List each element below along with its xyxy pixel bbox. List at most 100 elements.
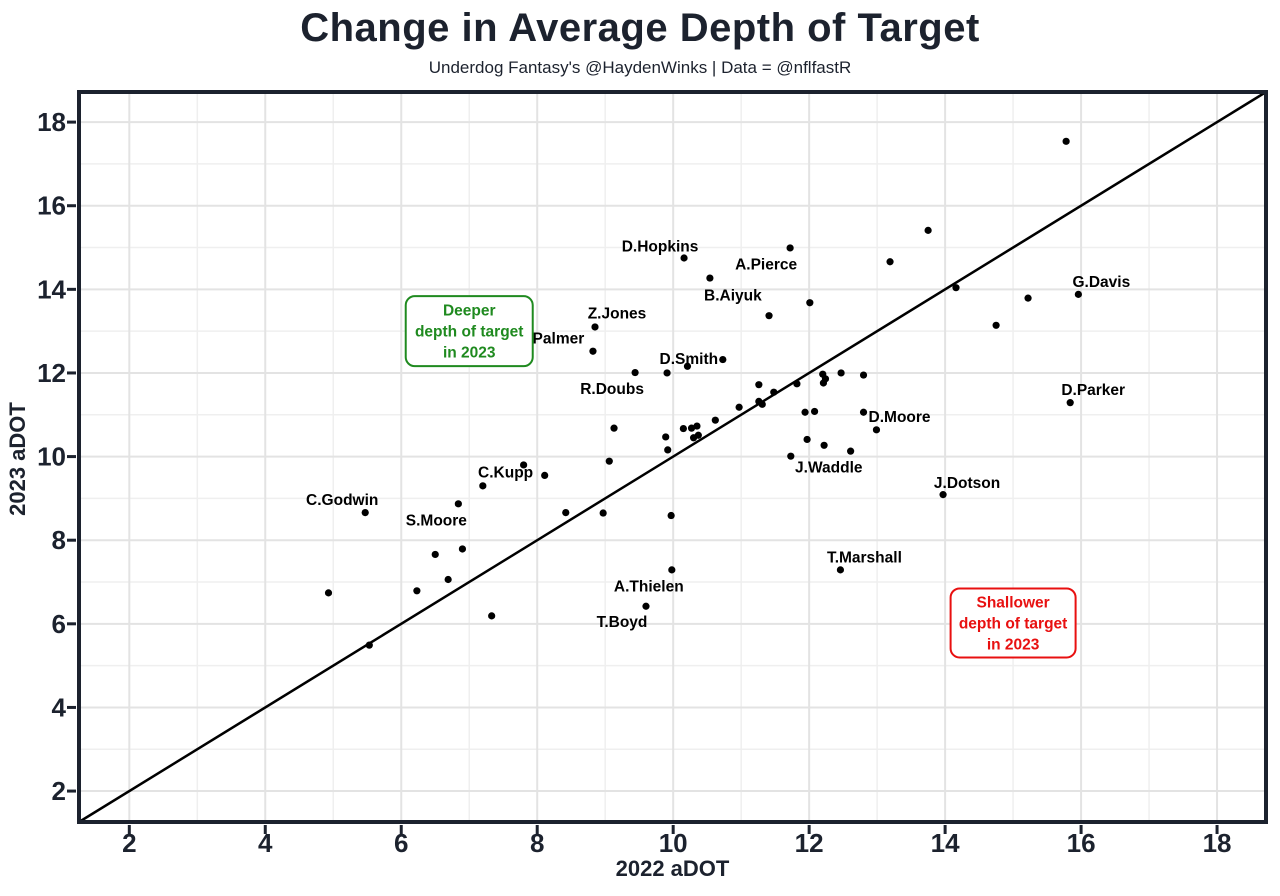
data-point xyxy=(599,509,607,517)
data-point xyxy=(1074,290,1082,298)
data-point xyxy=(694,431,702,439)
data-point xyxy=(1024,294,1032,302)
player-label: C.Kupp xyxy=(478,464,533,481)
data-point xyxy=(801,408,809,416)
data-point xyxy=(859,371,868,379)
data-point xyxy=(444,575,452,584)
y-tick-label: 8 xyxy=(52,525,66,555)
deeper-annotation-text: Deeper xyxy=(443,303,496,320)
player-label: J.Palmer xyxy=(520,331,585,348)
data-point xyxy=(952,284,960,292)
data-point xyxy=(667,511,675,520)
data-point xyxy=(683,362,692,370)
identity-line xyxy=(78,90,1267,824)
data-point xyxy=(605,457,613,465)
data-point xyxy=(365,641,373,649)
player-label: Z.Jones xyxy=(588,305,647,322)
chart-title: Change in Average Depth of Target xyxy=(300,6,980,50)
data-point xyxy=(735,403,743,411)
data-point xyxy=(413,587,421,595)
data-point xyxy=(479,482,487,490)
data-point xyxy=(706,274,714,282)
axis-ticks: 2 2 4 4 6 6 8 8 10 10 12 12 14 14 16 16 18 18 xyxy=(37,107,1231,858)
y-tick-label: 16 xyxy=(37,191,66,221)
x-tick-label: 4 xyxy=(258,828,273,858)
x-tick-label: 2 xyxy=(122,828,136,858)
x-tick-label: 12 xyxy=(795,828,824,858)
data-point xyxy=(755,381,763,389)
y-tick-label: 12 xyxy=(37,358,66,388)
data-point xyxy=(679,424,687,433)
data-point xyxy=(847,447,855,455)
shallower-annotation-text: Shallower xyxy=(976,594,1049,611)
data-point xyxy=(664,446,672,454)
y-axis-title: 2023 aDOT xyxy=(5,402,30,516)
x-axis-title: 2022 aDOT xyxy=(615,856,730,881)
data-point xyxy=(711,416,719,424)
data-point xyxy=(631,368,639,377)
data-point xyxy=(820,441,828,449)
data-point xyxy=(458,545,467,553)
player-label: D.Parker xyxy=(1061,382,1125,399)
data-point xyxy=(806,299,814,307)
data-point xyxy=(663,369,671,377)
x-tick-label: 10 xyxy=(659,828,688,858)
data-point xyxy=(787,452,795,460)
data-point xyxy=(520,461,528,469)
player-label: T.Boyd xyxy=(597,614,648,631)
player-label: R.Doubs xyxy=(580,381,644,398)
player-label: C.Godwin xyxy=(306,492,378,509)
data-point xyxy=(719,355,727,364)
scatter-points xyxy=(324,137,1082,649)
data-point xyxy=(793,380,801,388)
y-tick-label: 10 xyxy=(37,442,66,472)
deeper-annotation: Deeper depth of target in 2023 xyxy=(404,295,534,368)
data-point xyxy=(939,491,947,499)
player-label: B.Aiyuk xyxy=(704,288,762,305)
data-point xyxy=(591,323,599,331)
data-point xyxy=(431,550,439,559)
panel-border xyxy=(77,90,1268,824)
data-point xyxy=(642,602,650,610)
y-tick-label: 18 xyxy=(37,107,66,137)
data-point xyxy=(361,509,369,517)
player-label: T.Marshall xyxy=(827,549,902,566)
y-tick-label: 4 xyxy=(52,692,67,722)
data-point xyxy=(992,321,1000,329)
x-tick-label: 14 xyxy=(931,828,960,858)
player-label: A.Pierce xyxy=(735,256,797,273)
data-point xyxy=(786,244,794,252)
data-point xyxy=(610,424,618,432)
data-point xyxy=(693,422,701,430)
deeper-annotation-text: depth of target xyxy=(415,324,524,341)
shallower-annotation-box xyxy=(949,587,1077,659)
data-point xyxy=(819,379,828,387)
data-point xyxy=(488,612,496,620)
x-tick-label: 6 xyxy=(394,828,408,858)
shallower-annotation: Shallower depth of target in 2023 xyxy=(949,587,1077,659)
data-point xyxy=(589,347,597,355)
data-point xyxy=(562,509,570,517)
player-label: G.Davis xyxy=(1072,274,1130,291)
x-tick-label: 18 xyxy=(1203,828,1232,858)
data-point xyxy=(837,369,845,377)
data-point xyxy=(758,400,766,408)
data-point xyxy=(680,254,688,262)
data-point xyxy=(886,258,894,266)
player-label: J.Dotson xyxy=(934,475,1000,492)
player-label: D.Moore xyxy=(869,409,931,426)
data-point xyxy=(836,566,845,574)
shallower-annotation-text: in 2023 xyxy=(987,636,1040,653)
data-point xyxy=(1066,399,1074,407)
deeper-annotation-box xyxy=(404,295,534,368)
data-point xyxy=(541,471,549,479)
data-point xyxy=(924,226,932,234)
data-point xyxy=(687,424,696,432)
chart-subtitle: Underdog Fantasy's @HaydenWinks | Data =… xyxy=(428,58,852,77)
data-point xyxy=(662,433,670,441)
player-label: D.Smith xyxy=(660,351,719,368)
data-point xyxy=(454,500,462,508)
x-tick-label: 8 xyxy=(530,828,544,858)
